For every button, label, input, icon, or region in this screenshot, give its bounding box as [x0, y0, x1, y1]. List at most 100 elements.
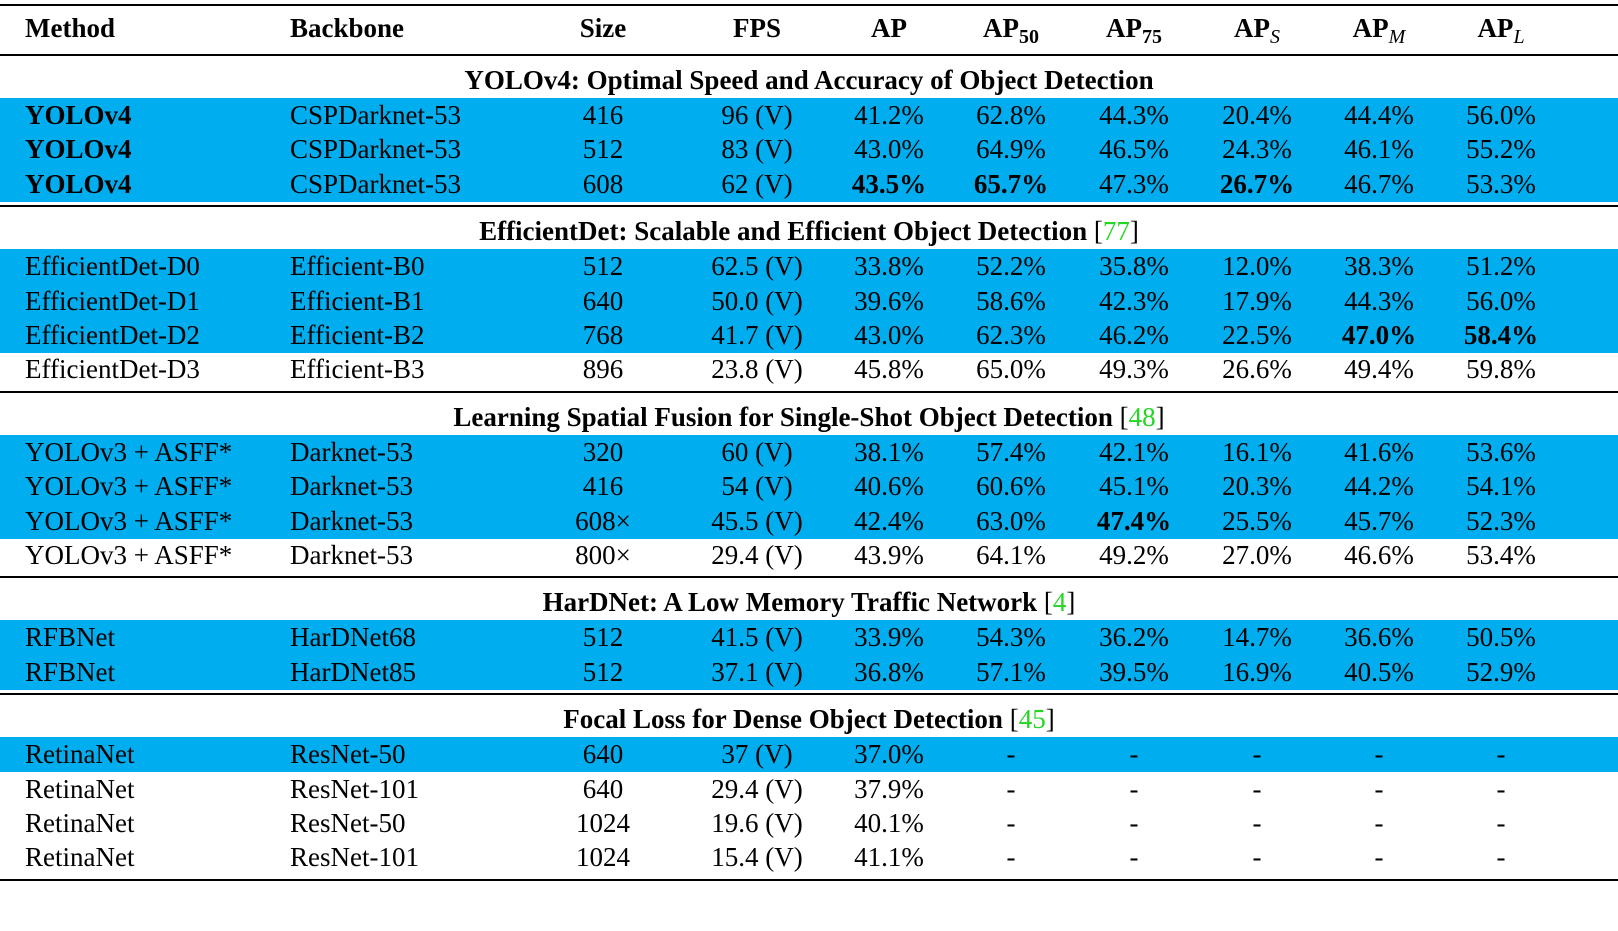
table-cell: 63.0% [976, 505, 1046, 536]
table-cell: YOLOv4 [25, 168, 132, 199]
table-cell: 65.7% [973, 168, 1049, 199]
table-cell: 45.8% [854, 354, 924, 385]
table-cell: 53.4% [1466, 540, 1536, 570]
table-cell: 640 [582, 773, 624, 804]
row-highlight [0, 249, 1618, 285]
table-cell: RFBNet [25, 622, 116, 653]
table-cell: 60 (V) [721, 436, 793, 467]
column-header-label: Backbone [290, 13, 405, 43]
section-title-text: EfficientDet: Scalable and Efficient Obj… [479, 216, 1088, 247]
table-cell: - [1496, 808, 1506, 838]
column-header: APL [1477, 11, 1524, 48]
citation-number[interactable]: 77 [1102, 216, 1130, 247]
table-cell: 38.1% [854, 436, 924, 467]
table-cell: 39.5% [1099, 656, 1169, 687]
citation-reference[interactable]: [45] [1003, 704, 1055, 734]
citation-number[interactable]: 4 [1052, 587, 1067, 618]
table-cell: - [1129, 842, 1139, 873]
table-cell: 1024 [576, 842, 630, 873]
table-cell: 55.2% [1466, 134, 1536, 165]
row-highlight [0, 98, 1618, 133]
table-cell: - [1129, 808, 1139, 838]
column-header-subscript: M [1388, 26, 1406, 48]
table-cell: ResNet-101 [290, 773, 419, 804]
table-cell: 46.2% [1099, 320, 1169, 350]
section-title-text: Learning Spatial Fusion for Single-Shot … [453, 401, 1113, 432]
table-cell: 56.0% [1466, 100, 1536, 130]
table-cell: 41.5 (V) [711, 622, 803, 653]
table-cell: YOLOv3 + ASFF* [25, 471, 233, 502]
table-cell: 58.4% [1463, 320, 1539, 350]
citation-number[interactable]: 48 [1128, 401, 1156, 432]
citation-reference[interactable]: [4] [1037, 587, 1076, 618]
table-cell: 47.3% [1099, 168, 1169, 199]
table-cell: 39.6% [854, 285, 924, 316]
row-highlight [0, 620, 1618, 656]
table-cell: 62 (V) [721, 168, 793, 199]
table-cell: Darknet-53 [290, 505, 413, 536]
table-cell: EfficientDet-D0 [25, 251, 200, 282]
citation-number[interactable]: 45 [1018, 704, 1046, 735]
citation-close-bracket: ] [1129, 216, 1139, 247]
column-header-subscript: 75 [1142, 26, 1162, 48]
section-rule [0, 576, 1618, 579]
citation-reference[interactable]: [48] [1113, 402, 1165, 432]
table-cell: 29.4 (V) [711, 773, 803, 804]
table-cell: ResNet-101 [290, 842, 419, 873]
column-header-label: AP [983, 13, 1019, 43]
table-cell: RetinaNet [25, 842, 135, 873]
table-cell: ResNet-50 [290, 739, 406, 770]
table-cell: 57.4% [976, 436, 1046, 467]
table-cell: RetinaNet [25, 773, 135, 804]
table-cell: 16.1% [1222, 436, 1292, 467]
table-cell: 416 [582, 471, 624, 502]
table-cell: 46.7% [1344, 168, 1414, 199]
table-cell: EfficientDet-D2 [25, 320, 200, 350]
table-cell: YOLOv4 [25, 134, 132, 165]
table-cell: 62.8% [976, 100, 1046, 130]
column-header: Method [25, 11, 115, 46]
column-header-label: AP [1352, 13, 1389, 43]
column-header-subscript: S [1270, 26, 1280, 48]
column-header-label: FPS [732, 13, 782, 43]
citation-open-bracket: [ [1112, 401, 1129, 432]
table-cell: 51.2% [1466, 251, 1536, 282]
table-cell: 20.3% [1222, 471, 1292, 502]
table-cell: 512 [582, 251, 624, 282]
table-cell: 40.6% [854, 471, 924, 502]
section-title: HarDNet: A Low Memory Traffic Network [4… [0, 585, 1618, 620]
table-cell: 57.1% [976, 656, 1046, 687]
table-cell: - [1374, 739, 1384, 770]
table-cell: 15.4 (V) [711, 842, 803, 873]
table-cell: - [1252, 739, 1262, 770]
header-rule [0, 54, 1618, 56]
table-cell: 54.1% [1466, 471, 1536, 502]
table-cell: 19.6 (V) [711, 808, 803, 838]
table-cell: 36.2% [1099, 622, 1169, 653]
section-title: Focal Loss for Dense Object Detection [4… [0, 702, 1618, 737]
citation-reference[interactable]: [77] [1087, 216, 1139, 246]
column-header-label: AP [1234, 13, 1270, 43]
table-cell: - [1006, 808, 1016, 838]
table-cell: 46.5% [1099, 134, 1169, 165]
row-highlight [0, 503, 1618, 539]
table-cell: 37.9% [854, 773, 924, 804]
table-cell: 41.7 (V) [711, 320, 803, 350]
table-cell: YOLOv3 + ASFF* [25, 540, 233, 570]
table-cell: 59.8% [1466, 354, 1536, 385]
citation-close-bracket: ] [1066, 587, 1076, 618]
section-rule [0, 205, 1618, 208]
table-cell: 22.5% [1222, 320, 1292, 350]
table-cell: YOLOv3 + ASFF* [25, 436, 233, 467]
table-cell: CSPDarknet-53 [290, 134, 461, 165]
table-cell: YOLOv4 [25, 100, 132, 130]
table-cell: 53.6% [1466, 436, 1536, 467]
table-cell: Efficient-B1 [290, 285, 425, 316]
table-cell: 17.9% [1222, 285, 1292, 316]
table-cell: HarDNet85 [290, 656, 416, 687]
table-cell: Darknet-53 [290, 471, 413, 502]
row-highlight [0, 166, 1618, 202]
table-cell: 65.0% [976, 354, 1046, 385]
table-cell: 35.8% [1099, 251, 1169, 282]
table-cell: Efficient-B0 [290, 251, 425, 282]
